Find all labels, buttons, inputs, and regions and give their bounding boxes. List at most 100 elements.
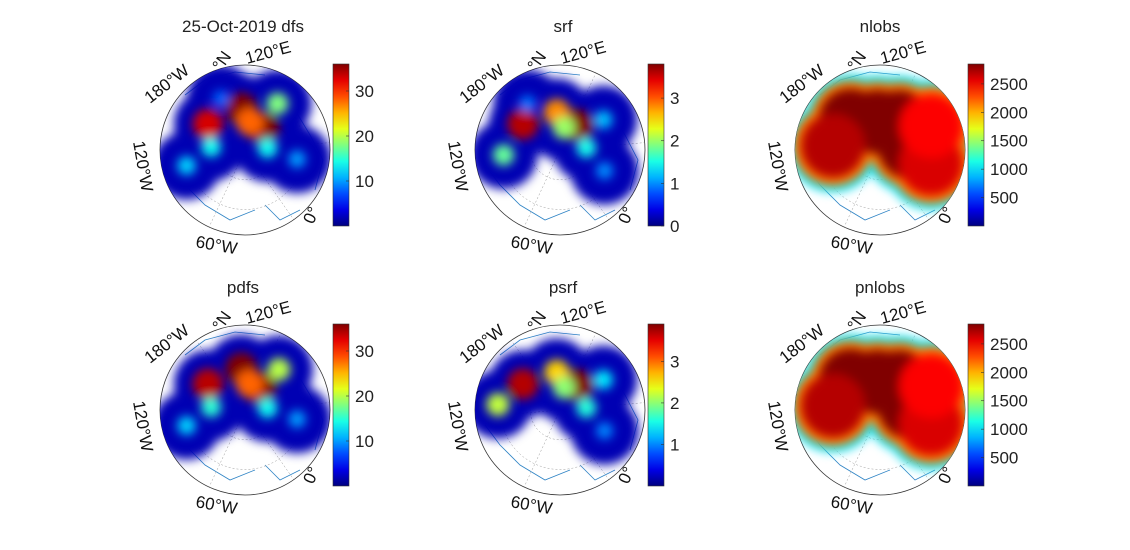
field-blob-9: [212, 90, 230, 107]
field-blob-6: [257, 398, 278, 418]
field-blob-4: [800, 373, 865, 438]
colorbar: [332, 63, 350, 227]
colorbar-tick-label: 2: [670, 394, 679, 413]
field-blob-5: [576, 397, 597, 418]
field-blob-7: [177, 156, 196, 175]
colorbar-tick-label: 2500: [990, 335, 1028, 354]
lon-label-0: 0°: [614, 204, 638, 227]
lon-label-120w: 120°W: [444, 399, 472, 453]
heat-field: [795, 74, 965, 210]
colorbar-tick-label: 2: [670, 132, 679, 151]
field-blob-2: [192, 368, 224, 400]
field-blob-8: [288, 410, 306, 428]
heat-field: [475, 338, 639, 465]
field-blob-6: [257, 138, 278, 158]
colorbar-tick-label: 10: [355, 432, 374, 451]
colorbar-tick-label: 30: [355, 82, 374, 101]
field-blob-4: [492, 144, 515, 166]
lon-label-120e: 120°E: [878, 297, 928, 327]
colorbar-tick-label: 1000: [990, 420, 1028, 439]
colorbar: [647, 323, 665, 487]
field-blob-7: [177, 416, 196, 435]
lon-label-120e: 120°E: [558, 297, 608, 327]
colorbar-tick-label: 30: [355, 342, 374, 361]
field-blob-3: [486, 392, 510, 417]
field-blob-8: [519, 95, 536, 112]
lon-label-120w: 120°W: [129, 399, 157, 453]
field-blob-5: [576, 137, 597, 158]
lon-label-120e: 120°E: [558, 37, 608, 67]
lon-label-120w: 120°W: [444, 139, 472, 193]
colorbar-tick-label: 2000: [990, 363, 1028, 382]
field-blob-3: [235, 370, 264, 398]
panel-5: pnlobs120°E°N180°W120°W60°W0°60500100015…: [764, 278, 1028, 518]
lon-label-120e: 120°E: [243, 37, 293, 67]
panel-title: psrf: [549, 278, 578, 297]
panel-title: nlobs: [860, 17, 901, 36]
lon-label-0: 0°: [299, 204, 323, 227]
field-blob-8: [288, 150, 306, 168]
colorbar: [967, 63, 985, 227]
colorbar-tick-label: 10: [355, 172, 374, 191]
field-blob-6: [593, 370, 613, 390]
lon-label-60w: 60°W: [829, 492, 873, 518]
heat-field: [160, 65, 330, 200]
lon-label-60w: 60°W: [194, 232, 238, 258]
colorbar-tick-label: 1: [670, 435, 679, 454]
panel-title: pdfs: [227, 278, 259, 297]
colorbar-tick-label: 3: [670, 352, 679, 371]
colorbar-tick-label: 0: [670, 217, 679, 236]
lon-label-120w: 120°W: [764, 399, 792, 453]
colorbar-tick-label: 1500: [990, 392, 1028, 411]
field-blob-7: [595, 162, 614, 180]
field-blob-4: [552, 376, 576, 399]
lon-label-60w: 60°W: [194, 492, 238, 518]
colorbar: [332, 323, 350, 487]
field-blob-1: [507, 108, 539, 140]
colorbar-tick-label: 1000: [990, 160, 1028, 179]
heat-field: [160, 334, 330, 460]
colorbar-tick-label: 3: [670, 89, 679, 108]
field-blob-4: [266, 92, 289, 115]
colorbar-tick-label: 2500: [990, 75, 1028, 94]
lon-label-120w: 120°W: [129, 139, 157, 193]
colorbar-tick-label: 1500: [990, 132, 1028, 151]
field-blob-6: [594, 110, 613, 129]
field-blob-2: [192, 108, 224, 140]
panel-title: srf: [554, 17, 573, 36]
colorbar-tick-label: 2000: [990, 103, 1028, 122]
panel-title: pnlobs: [855, 278, 905, 297]
colorbar-tick-label: 500: [990, 449, 1018, 468]
panel-2: nlobs120°E°N180°W120°W60°W0°605001000150…: [764, 17, 1028, 258]
field-blob-6: [899, 94, 964, 159]
field-blob-6: [899, 354, 964, 419]
lon-label-60w: 60°W: [509, 492, 553, 518]
field-blob-3: [236, 108, 264, 136]
lon-label-60w: 60°W: [829, 232, 873, 258]
lon-label-60w: 60°W: [509, 232, 553, 258]
lon-label-120e: 120°E: [878, 37, 928, 67]
field-blob-5: [201, 137, 222, 157]
colorbar-tick-label: 20: [355, 127, 374, 146]
field-blob-5: [200, 396, 222, 418]
field-blob-4: [800, 113, 865, 178]
colorbar: [647, 63, 665, 227]
lon-label-0: 0°: [299, 464, 323, 487]
lon-label-0: 0°: [614, 464, 638, 487]
lon-label-120e: 120°E: [243, 297, 293, 327]
colorbar-tick-label: 500: [990, 189, 1018, 208]
field-blob-3: [552, 116, 576, 139]
heat-field: [475, 69, 639, 205]
colorbar: [967, 323, 985, 487]
colorbar-tick-label: 1: [670, 174, 679, 193]
field-blob-1: [507, 368, 539, 400]
heat-field: [795, 334, 965, 470]
lon-label-0: 0°: [934, 464, 958, 487]
colorbar-tick-label: 20: [355, 387, 374, 406]
field-blob-7: [595, 422, 614, 440]
panel-title: 25-Oct-2019 dfs: [182, 17, 304, 36]
